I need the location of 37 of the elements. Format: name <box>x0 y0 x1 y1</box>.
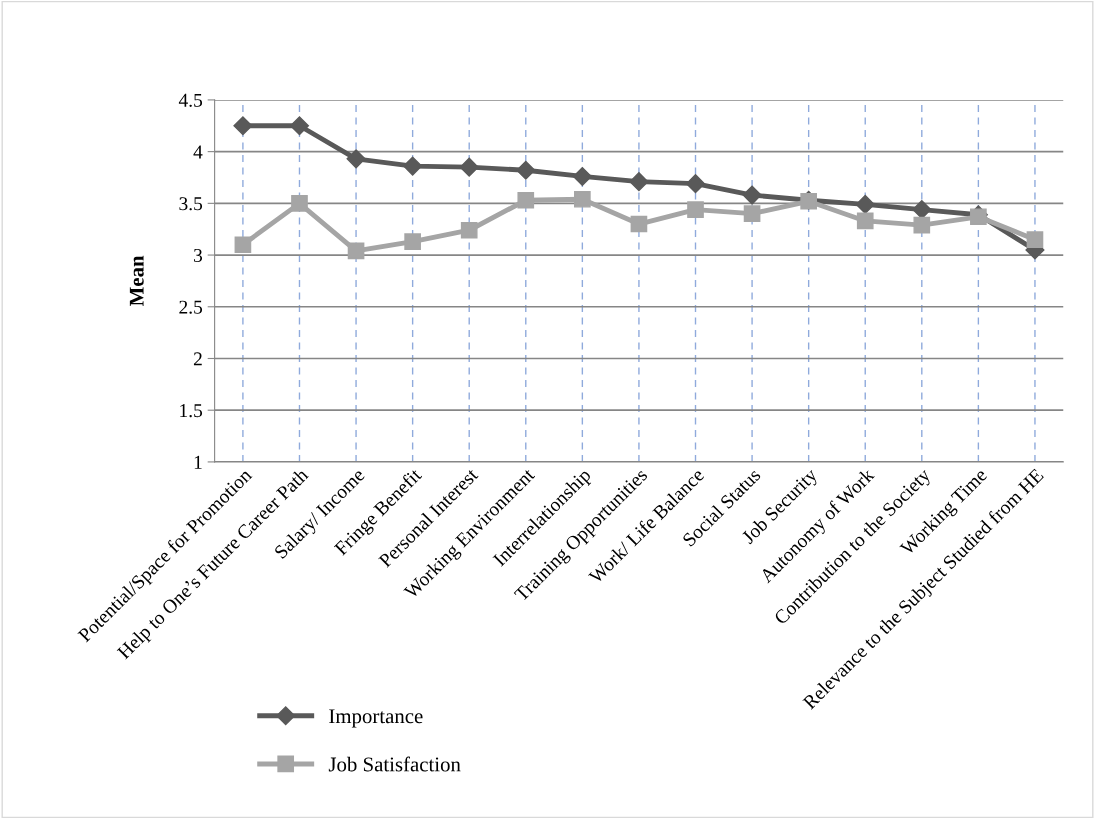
y-tick-label: 4 <box>193 145 203 159</box>
point <box>347 242 365 260</box>
point <box>572 166 592 186</box>
legend-label: Importance <box>329 709 423 728</box>
point <box>234 236 252 254</box>
point <box>346 149 366 169</box>
y-axis-title: Mean <box>129 255 144 307</box>
point <box>687 201 704 218</box>
point <box>912 200 932 220</box>
y-tick-label: 3.5 <box>179 197 203 211</box>
y-tick-label: 2.5 <box>179 300 203 314</box>
point <box>743 205 761 223</box>
point <box>1026 231 1044 248</box>
point <box>517 191 535 209</box>
point <box>685 174 706 194</box>
point <box>404 233 421 250</box>
point <box>856 212 874 230</box>
y-tick-label: 4.5 <box>178 93 203 107</box>
point <box>855 194 875 214</box>
point <box>403 156 423 176</box>
point <box>233 116 253 136</box>
y-tick-label: 3 <box>194 248 203 262</box>
point <box>970 208 987 226</box>
y-tick-label: 1 <box>194 455 202 469</box>
point <box>459 157 479 177</box>
point <box>460 221 478 239</box>
y-tick-label: 2 <box>193 352 202 366</box>
legend-label: Job Satisfaction <box>328 756 461 772</box>
point <box>913 216 931 234</box>
point <box>291 195 308 212</box>
point <box>742 185 762 205</box>
point <box>516 160 536 180</box>
y-tick-label: 1.5 <box>180 404 203 418</box>
point <box>574 190 591 208</box>
point <box>289 116 310 136</box>
point <box>629 172 649 192</box>
point <box>630 215 648 233</box>
